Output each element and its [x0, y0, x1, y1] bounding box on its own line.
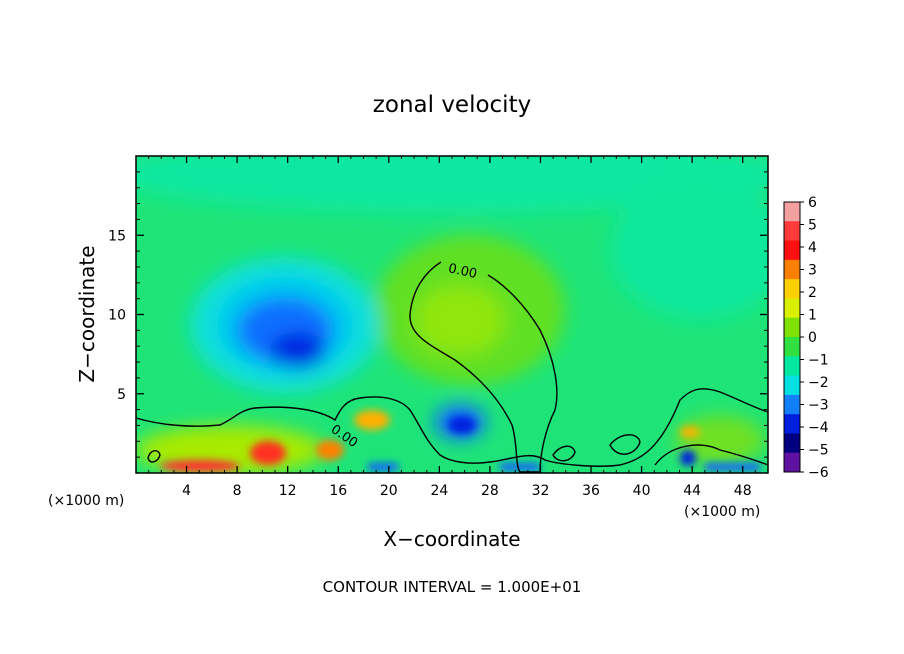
- colorbar: 6 5 4 3 2 1 0 −1 −2 −3 −4 −5 −6: [783, 195, 829, 481]
- colorbar-swatch: [784, 221, 800, 242]
- zero-contour-small-3: [609, 434, 641, 455]
- colorbar-label: −5: [808, 443, 829, 459]
- zero-contour-small-2: [552, 445, 576, 462]
- colorbar-swatch: [784, 202, 800, 222]
- colorbar-swatch: [784, 356, 800, 377]
- colorbar-swatch: [784, 452, 800, 473]
- colorbar-label: −2: [808, 375, 829, 391]
- zero-contour-small-4: [654, 444, 768, 466]
- y-tick-label: 15: [108, 228, 126, 244]
- hot-spot-1: [250, 441, 286, 465]
- colorbar-swatch: [784, 337, 800, 357]
- zero-contours: [136, 261, 768, 473]
- lower-positive-right: [675, 415, 765, 465]
- x-tick-label: 32: [532, 483, 550, 499]
- x-tick-label: 4: [182, 483, 191, 499]
- x-unit-label-left: (×1000 m): [48, 493, 124, 509]
- colorbar-swatch: [784, 259, 800, 280]
- contour-interval-note: CONTOUR INTERVAL = 1.000E+01: [323, 578, 582, 596]
- colorbar-swatch: [784, 414, 800, 434]
- right-band: [610, 180, 768, 320]
- colorbar-swatch: [784, 240, 800, 261]
- y-axis: 5 10 15: [108, 171, 768, 458]
- y-tick-label: 5: [117, 387, 126, 403]
- upper-band: [136, 156, 768, 213]
- hot-spot-5: [680, 426, 700, 438]
- colorbar-swatch: [784, 317, 800, 338]
- x-tick-label: 20: [380, 483, 398, 499]
- x-tick-label: 40: [633, 483, 651, 499]
- colorbar-label: 0: [808, 330, 817, 346]
- zero-contour-lower: [136, 388, 768, 467]
- colorbar-label: 4: [808, 240, 817, 256]
- colorbar-swatch: [784, 433, 800, 454]
- x-tick-label: 8: [233, 483, 242, 499]
- colorbar-label: −3: [808, 398, 829, 414]
- hot-spot-2: [316, 440, 344, 460]
- zero-contour-small-1: [147, 450, 161, 463]
- x-tick-label: 16: [329, 483, 347, 499]
- blue-spot-2: [680, 450, 696, 466]
- colorbar-label: 5: [808, 218, 817, 234]
- x-tick-label: 28: [481, 483, 499, 499]
- contour-label-upper: 0.00: [447, 261, 478, 282]
- central-positive-core: [415, 285, 505, 355]
- x-tick-label: 36: [582, 483, 600, 499]
- chart-title: zonal velocity: [373, 92, 531, 118]
- blue-spot-1: [448, 416, 476, 434]
- colorbar-swatch: [784, 375, 800, 396]
- x-unit-label-right: (×1000 m): [684, 504, 760, 520]
- x-axis-label: X−coordinate: [383, 527, 520, 551]
- y-tick-label: 10: [108, 308, 126, 324]
- x-tick-label: 44: [683, 483, 701, 499]
- colorbar-swatch: [784, 298, 800, 319]
- x-tick-label: 12: [279, 483, 297, 499]
- colorbar-label: 2: [808, 285, 817, 301]
- colorbar-label: −4: [808, 420, 829, 436]
- x-axis: 4 8 12 16 20 24 28 32 36 40 44 48: [148, 156, 756, 499]
- heatmap-field: 0.00 0.00: [136, 156, 768, 473]
- negative-anomaly-core: [270, 332, 326, 368]
- y-axis-label: Z−coordinate: [75, 245, 99, 382]
- surface-blue-strip-1: [500, 463, 540, 471]
- x-tick-label: 24: [430, 483, 448, 499]
- x-tick-label: 48: [734, 483, 752, 499]
- colorbar-label: 6: [808, 195, 817, 211]
- colorbar-label: 1: [808, 308, 817, 324]
- surface-blue-strip-3: [368, 463, 398, 471]
- surface-blue-strip-2: [705, 463, 760, 471]
- colorbar-label: −1: [808, 353, 829, 369]
- colorbar-label: −6: [808, 465, 829, 481]
- colorbar-swatch: [784, 394, 800, 415]
- colorbar-swatch: [784, 279, 800, 299]
- colorbar-label: 3: [808, 263, 817, 279]
- hot-spot-4: [160, 460, 240, 472]
- hot-spot-3: [354, 410, 390, 430]
